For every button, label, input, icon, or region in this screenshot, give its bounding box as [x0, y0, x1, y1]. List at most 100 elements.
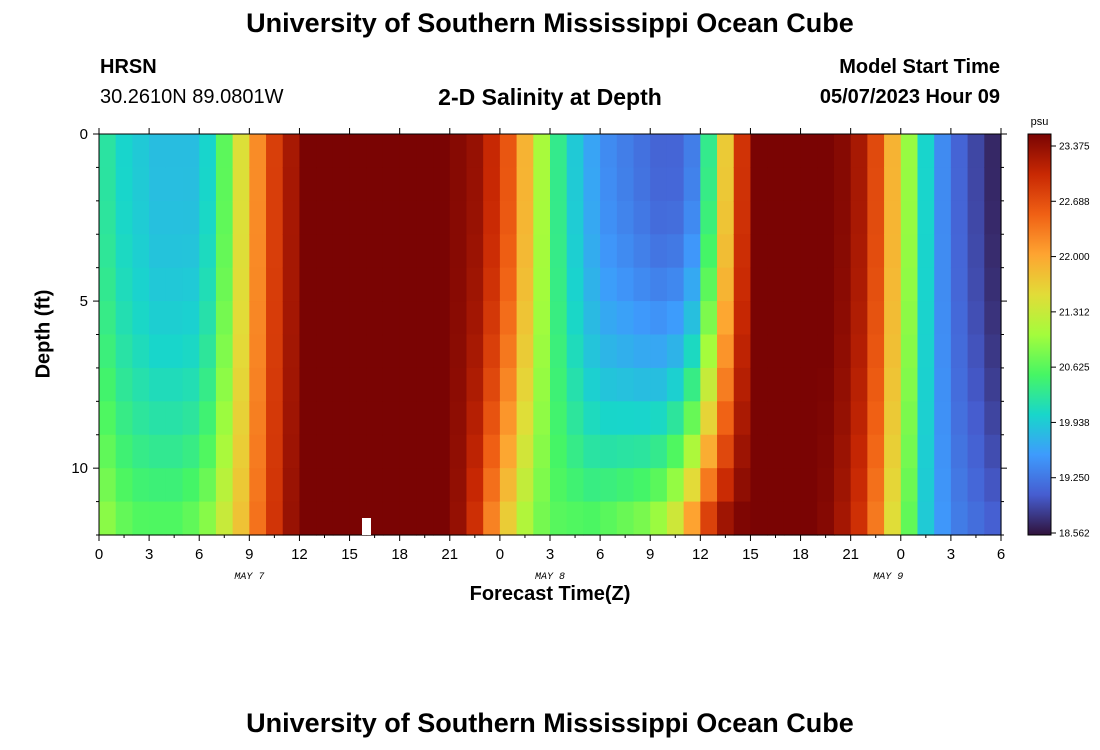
heatmap-cell [483, 134, 501, 169]
heatmap-cell [867, 501, 885, 536]
heatmap-cell [349, 334, 367, 369]
x-tick-label: 18 [391, 546, 408, 563]
heatmap-cell [132, 301, 150, 336]
heatmap-cell [249, 234, 267, 269]
heatmap-cell [466, 468, 484, 503]
heatmap-cell [583, 367, 601, 402]
heatmap-cell [833, 134, 852, 169]
heatmap-cell [366, 234, 384, 269]
heatmap-cell [433, 401, 451, 436]
heatmap-cell [817, 401, 835, 436]
heatmap-cell [416, 468, 434, 503]
heatmap-cell [950, 434, 969, 469]
heatmap-cell [683, 401, 701, 436]
heatmap-cell [99, 501, 117, 536]
heatmap-cell [633, 501, 651, 536]
heatmap-cell [382, 301, 401, 336]
heatmap-cell [299, 267, 317, 302]
heatmap-cell [783, 367, 802, 402]
heatmap-cell [550, 468, 568, 503]
heatmap-cell [215, 267, 234, 302]
heatmap-cell [817, 367, 835, 402]
heatmap-cell [232, 134, 250, 169]
heatmap-cell [316, 468, 334, 503]
y-tick-label: 10 [71, 460, 88, 477]
heatmap-cell [833, 468, 852, 503]
heatmap-cell [199, 267, 217, 302]
heatmap-cell [683, 501, 701, 536]
heatmap-cell [600, 167, 618, 202]
heatmap-cell [833, 401, 852, 436]
heatmap-cell [499, 367, 518, 402]
heatmap-cell [533, 267, 551, 302]
heatmap-cell [266, 234, 284, 269]
heatmap-cell [366, 301, 384, 336]
heatmap-cell [483, 401, 501, 436]
heatmap-cell [416, 167, 434, 202]
heatmap-cell [817, 501, 835, 536]
heatmap-cell [483, 468, 501, 503]
heatmap-cell [182, 234, 200, 269]
heatmap-cell [884, 401, 902, 436]
heatmap-cell [433, 167, 451, 202]
heatmap-cell [666, 367, 685, 402]
heatmap-cell [683, 334, 701, 369]
heatmap-cell [717, 267, 735, 302]
heatmap-cell [232, 501, 250, 536]
chart-subtitle: 2-D Salinity at Depth [438, 84, 662, 110]
heatmap-cell [499, 401, 518, 436]
heatmap-cell [934, 334, 952, 369]
heatmap-cell [516, 267, 534, 302]
heatmap-cell [633, 367, 651, 402]
heatmap-cell [499, 434, 518, 469]
heatmap-cell [700, 134, 718, 169]
heatmap-cell [533, 167, 551, 202]
x-tick-label: 15 [341, 546, 358, 563]
heatmap-cell [399, 401, 417, 436]
heatmap-cell [165, 468, 184, 503]
heatmap-cell [282, 134, 301, 169]
heatmap-cell [215, 367, 234, 402]
heatmap-cell [416, 434, 434, 469]
heatmap-cell [466, 200, 484, 235]
heatmap-cell [700, 434, 718, 469]
heatmap-cell [917, 367, 935, 402]
heatmap-cell [817, 434, 835, 469]
heatmap-cell [332, 401, 351, 436]
heatmap-cell [583, 334, 601, 369]
heatmap-cell [900, 267, 919, 302]
station-code: HRSN [100, 56, 157, 78]
heatmap-cell [700, 167, 718, 202]
heatmap-cell [733, 301, 752, 336]
heatmap-cell [600, 234, 618, 269]
heatmap-cell [616, 301, 635, 336]
heatmap-cell [884, 434, 902, 469]
heatmap-cell [282, 401, 301, 436]
heatmap-cell [650, 134, 668, 169]
heatmap-cell [750, 401, 768, 436]
heatmap-cell [984, 367, 1002, 402]
heatmap-cell [767, 434, 785, 469]
heatmap-cell [717, 234, 735, 269]
heatmap-cell [449, 468, 468, 503]
heatmap-cell [783, 468, 802, 503]
heatmap-cell [600, 367, 618, 402]
heatmap-cell [917, 134, 935, 169]
heatmap-cell [165, 334, 184, 369]
heatmap-cell [666, 167, 685, 202]
heatmap-cell [583, 200, 601, 235]
heatmap-cell [215, 334, 234, 369]
heatmap-cell [633, 267, 651, 302]
heatmap-cell [867, 401, 885, 436]
heatmap-cell [717, 501, 735, 536]
heatmap-cell [833, 301, 852, 336]
heatmap-cell [683, 468, 701, 503]
heatmap-cell [950, 334, 969, 369]
heatmap-cell [199, 334, 217, 369]
heatmap-cell [366, 468, 384, 503]
heatmap-cell [366, 134, 384, 169]
heatmap-cell [115, 167, 133, 202]
heatmap-cell [650, 167, 668, 202]
heatmap-cell [950, 367, 969, 402]
heatmap-cell [249, 334, 267, 369]
